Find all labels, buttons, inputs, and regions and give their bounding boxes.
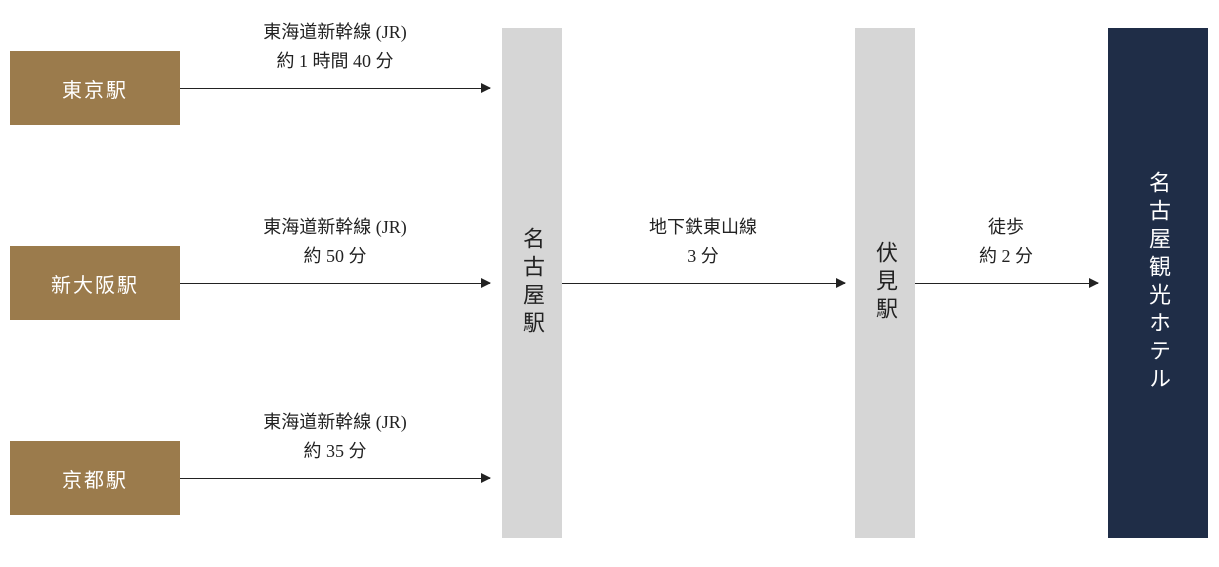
- arrow-shinosaka-nagoya: [180, 283, 490, 284]
- route-line: 地下鉄東山線: [583, 213, 823, 242]
- route-line: 東海道新幹線 (JR): [215, 408, 455, 437]
- arrow-tokyo-nagoya: [180, 88, 490, 89]
- origin-label: 京都駅: [62, 464, 128, 493]
- arrow-label-kyoto-nagoya: 東海道新幹線 (JR) 約 35 分: [215, 408, 455, 466]
- arrow-nagoya-fushimi: [562, 283, 845, 284]
- destination-label: 名古屋観光ホテル: [1142, 171, 1174, 395]
- origin-box-shinosaka: 新大阪駅: [10, 246, 180, 320]
- origin-label: 東京駅: [62, 74, 128, 103]
- station-label: 名古屋駅: [516, 227, 548, 339]
- arrow-kyoto-nagoya: [180, 478, 490, 479]
- destination-box-hotel: 名古屋観光ホテル: [1108, 28, 1208, 538]
- route-duration: 約 50 分: [215, 242, 455, 271]
- route-duration: 約 2 分: [886, 242, 1126, 271]
- arrow-label-nagoya-fushimi: 地下鉄東山線 3 分: [583, 213, 823, 271]
- arrow-fushimi-hotel: [915, 283, 1098, 284]
- route-line: 東海道新幹線 (JR): [215, 213, 455, 242]
- origin-box-tokyo: 東京駅: [10, 51, 180, 125]
- route-duration: 3 分: [583, 242, 823, 271]
- station-box-fushimi: 伏見駅: [855, 28, 915, 538]
- route-duration: 約 35 分: [215, 437, 455, 466]
- origin-box-kyoto: 京都駅: [10, 441, 180, 515]
- arrow-label-shinosaka-nagoya: 東海道新幹線 (JR) 約 50 分: [215, 213, 455, 271]
- station-box-nagoya: 名古屋駅: [502, 28, 562, 538]
- arrow-label-fushimi-hotel: 徒歩 約 2 分: [886, 213, 1126, 271]
- route-line: 東海道新幹線 (JR): [215, 18, 455, 47]
- route-duration: 約 1 時間 40 分: [215, 47, 455, 76]
- origin-label: 新大阪駅: [51, 269, 139, 298]
- route-line: 徒歩: [886, 213, 1126, 242]
- arrow-label-tokyo-nagoya: 東海道新幹線 (JR) 約 1 時間 40 分: [215, 18, 455, 76]
